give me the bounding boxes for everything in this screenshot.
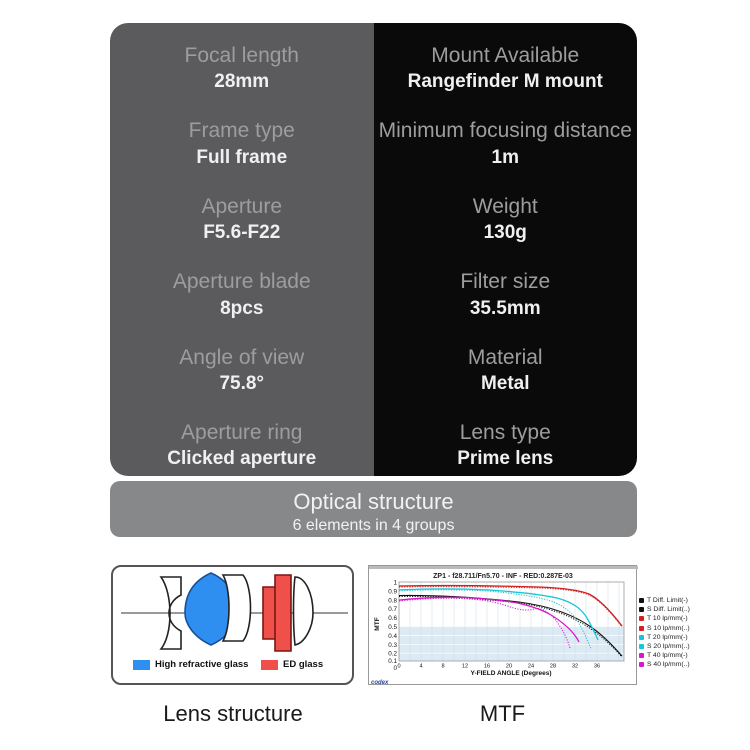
- svg-text:4: 4: [419, 664, 422, 670]
- svg-text:0.1: 0.1: [388, 658, 397, 665]
- svg-text:0.2: 0.2: [388, 651, 397, 658]
- svg-text:0.5: 0.5: [388, 624, 397, 631]
- svg-text:Y-FIELD ANGLE (Degrees): Y-FIELD ANGLE (Degrees): [470, 670, 551, 677]
- svg-text:0.7: 0.7: [388, 606, 397, 613]
- svg-text:20: 20: [506, 664, 512, 670]
- svg-text:0.3: 0.3: [388, 642, 397, 649]
- svg-text:0: 0: [397, 664, 400, 670]
- svg-text:28: 28: [550, 664, 556, 670]
- svg-text:0.6: 0.6: [388, 615, 397, 622]
- svg-text:12: 12: [462, 664, 468, 670]
- svg-text:8: 8: [441, 664, 444, 670]
- svg-text:codex: codex: [371, 680, 389, 686]
- svg-text:16: 16: [484, 664, 490, 670]
- svg-text:MTF: MTF: [374, 617, 381, 630]
- svg-text:ZP1 - f28.711/Fn5.70 - INF - R: ZP1 - f28.711/Fn5.70 - INF - RED:0.287E-…: [433, 573, 573, 580]
- svg-text:0.8: 0.8: [388, 597, 397, 604]
- svg-text:0.9: 0.9: [388, 588, 397, 595]
- svg-text:24: 24: [528, 664, 534, 670]
- svg-text:0.4: 0.4: [388, 633, 397, 640]
- svg-text:1: 1: [393, 580, 397, 587]
- svg-text:36: 36: [594, 664, 600, 670]
- svg-text:32: 32: [572, 664, 578, 670]
